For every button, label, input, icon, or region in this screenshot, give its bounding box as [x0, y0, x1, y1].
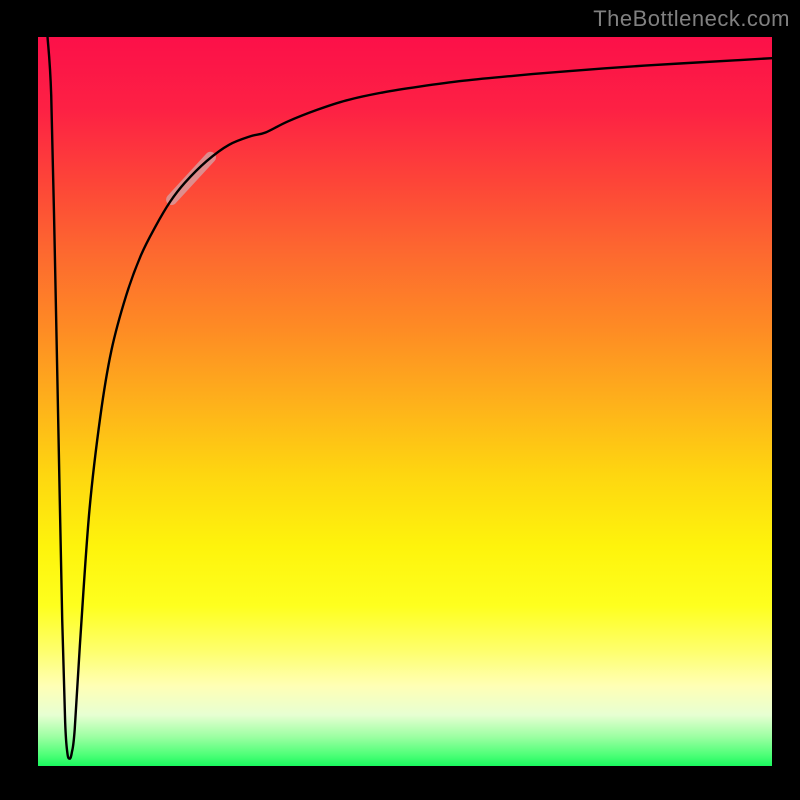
bottleneck-chart: [0, 0, 800, 800]
watermark-text: TheBottleneck.com: [593, 6, 790, 32]
chart-container: TheBottleneck.com: [0, 0, 800, 800]
plot-background: [38, 37, 772, 766]
